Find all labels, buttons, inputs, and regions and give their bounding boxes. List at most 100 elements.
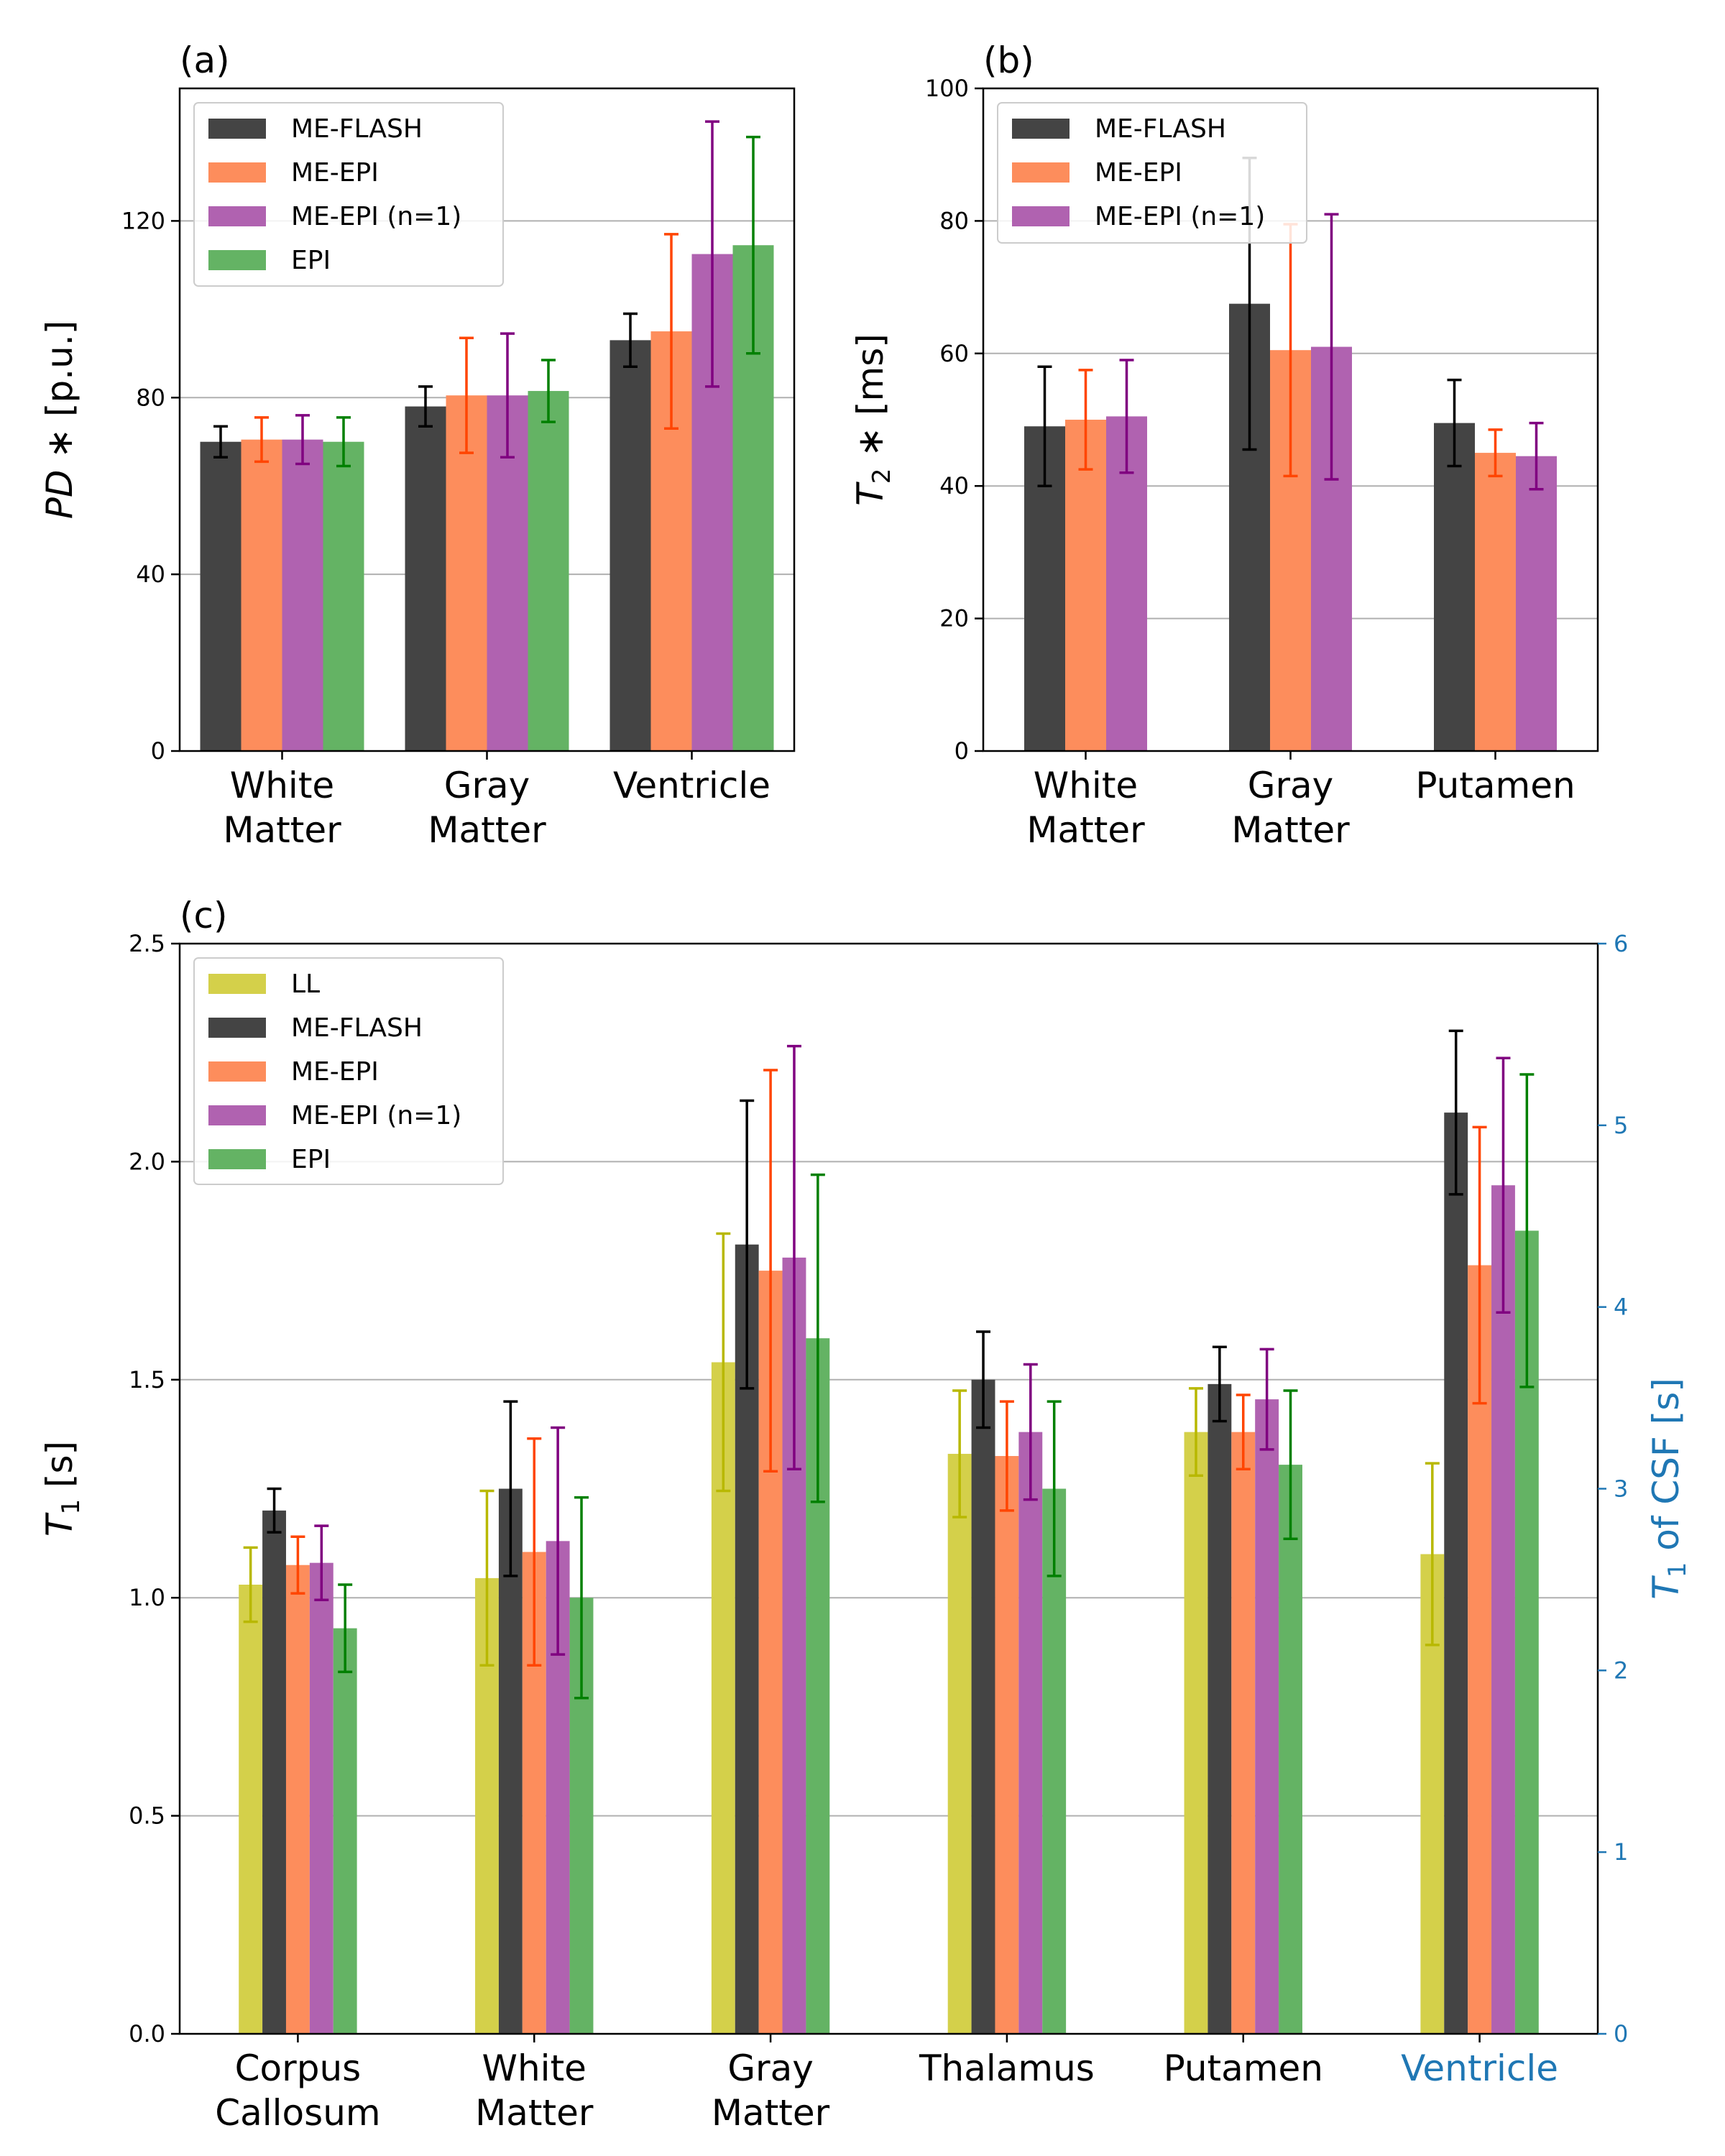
legend: ME-FLASH ME-EPI ME-EPI (n=1) [997, 102, 1307, 244]
bar-me-epi-n-1 [1491, 1185, 1515, 2034]
y-axis-label: PD ∗ [p.u.] [39, 321, 80, 520]
bar-me-flash [971, 1379, 995, 2034]
y-tick-label: 2.5 [129, 930, 165, 957]
y-axis-label: T1 [s] [39, 1441, 86, 1537]
legend-entry: ME-EPI [291, 158, 379, 188]
x-tick-label: Putamen [1164, 2047, 1323, 2089]
y-tick-label: 0.0 [129, 2020, 165, 2047]
x-tick-label: White Matter [475, 2047, 594, 2134]
legend-entry: ME-FLASH [1095, 114, 1226, 144]
x-tick-label: Ventricle [613, 765, 770, 806]
legend-swatch [208, 162, 266, 183]
panel-label: (b) [983, 40, 1034, 81]
legend-swatch [208, 974, 266, 994]
legend-swatch [208, 250, 266, 270]
y-axis-label: T2 ∗ [ms] [850, 333, 896, 506]
legend-swatch [1012, 206, 1070, 226]
legend-frame [193, 102, 504, 287]
x-tick-label: Corpus Callosum [215, 2047, 380, 2134]
y2-axis-label: T1 of CSF [s] [1645, 1378, 1692, 1600]
bar-me-epi [285, 1565, 310, 2034]
legend-entry: ME-EPI (n=1) [1095, 202, 1265, 231]
legend-entry: ME-EPI (n=1) [291, 1101, 461, 1130]
panel-b: 0 20 40 60 80 100 White Matter Gray Matter Putamen… [850, 40, 1599, 851]
legend: ME-FLASH ME-EPI ME-EPI (n=1) EPI [193, 102, 504, 287]
bar-me-flash [1444, 1112, 1468, 2034]
y-tick-label: 0 [151, 737, 165, 765]
bar-me-flash [1208, 1383, 1232, 2034]
bar-ll [239, 1584, 263, 2034]
legend-entry: ME-EPI [1095, 158, 1182, 188]
bar-me-flash [498, 1488, 523, 2034]
y2-tick-label: 4 [1614, 1294, 1628, 1321]
y-tick-label: 40 [136, 561, 165, 588]
panel-c: 0.0 0.5 1.0 1.5 2.0 2.5 0 1 2 3 4 5 6 T1 of CSF [s] Co… [39, 895, 1692, 2134]
bar-me-flash [200, 441, 242, 751]
bar-me-epi-n-1 [1516, 456, 1557, 751]
x-tick-label: Gray Matter [428, 765, 546, 851]
legend-frame [997, 102, 1307, 244]
y-tick-label: 120 [121, 207, 165, 234]
legend-frame [193, 957, 504, 1185]
y-tick-label: 100 [925, 75, 969, 102]
bar-ll [1184, 1432, 1208, 2034]
bar-me-epi-n-1 [1018, 1432, 1043, 2034]
y2-tick-label: 6 [1614, 930, 1628, 957]
bar-ll [947, 1453, 972, 2034]
bar-me-epi [995, 1455, 1019, 2034]
y-tick-label: 60 [939, 340, 969, 367]
bar-me-flash [262, 1510, 286, 2034]
bar-me-epi-n-1 [282, 439, 323, 751]
y2-tick-label: 0 [1614, 2020, 1628, 2047]
legend-swatch [208, 1105, 266, 1125]
panel-a: 0 40 80 120 White Matter Gray Matter Ventricle PD… [39, 40, 796, 851]
x-tick-label: White Matter [223, 765, 341, 851]
legend-entry: EPI [291, 246, 331, 275]
legend-swatch [1012, 119, 1070, 139]
bar-me-epi [1231, 1432, 1256, 2034]
legend-entry: ME-EPI (n=1) [291, 202, 461, 231]
bar-me-epi [446, 395, 487, 751]
x-tick-label: Gray Matter [1231, 765, 1350, 851]
y2-tick-label: 3 [1614, 1475, 1628, 1503]
y-tick-label: 0.5 [129, 1802, 165, 1830]
x-tick-label: Ventricle [1401, 2047, 1558, 2089]
legend-swatch [208, 206, 266, 226]
bar-epi [1042, 1488, 1067, 2034]
bar-epi [323, 441, 364, 751]
legend-entry: ME-EPI [291, 1057, 379, 1087]
legend-entry: EPI [291, 1145, 331, 1174]
bar-me-epi-n-1 [1255, 1399, 1279, 2034]
legend-entry: LL [291, 969, 320, 999]
legend-swatch [208, 1149, 266, 1169]
bar-me-flash [610, 340, 651, 751]
y-tick-label: 1.5 [129, 1366, 165, 1393]
bar-epi [528, 391, 569, 751]
y2-tick-label: 2 [1614, 1657, 1628, 1684]
panel-label: (a) [180, 40, 230, 81]
bar-me-epi [1475, 453, 1516, 751]
legend-swatch [208, 119, 266, 139]
y-tick-label: 20 [939, 605, 969, 632]
legend-entry: ME-FLASH [291, 114, 423, 144]
bar-me-epi-n-1 [309, 1562, 334, 2034]
legend-swatch [1012, 162, 1070, 183]
y-tick-label: 1.0 [129, 1584, 165, 1611]
bar-me-flash [405, 406, 446, 751]
panel-label: (c) [180, 895, 228, 936]
x-tick-label: White Matter [1026, 765, 1145, 851]
bar-epi [1279, 1465, 1302, 2034]
y-tick-label: 40 [939, 472, 969, 499]
legend-swatch [208, 1061, 266, 1082]
bar-me-epi [241, 439, 282, 751]
y-tick-label: 80 [136, 384, 165, 411]
legend-swatch [208, 1018, 266, 1038]
y-tick-label: 0 [954, 737, 969, 765]
bar-epi [333, 1628, 357, 2034]
y2-tick-label: 1 [1614, 1838, 1628, 1866]
x-tick-label: Gray Matter [712, 2047, 830, 2134]
bar-me-flash [1434, 423, 1475, 751]
x-tick-label: Putamen [1415, 765, 1575, 806]
y-tick-label: 80 [939, 207, 969, 234]
